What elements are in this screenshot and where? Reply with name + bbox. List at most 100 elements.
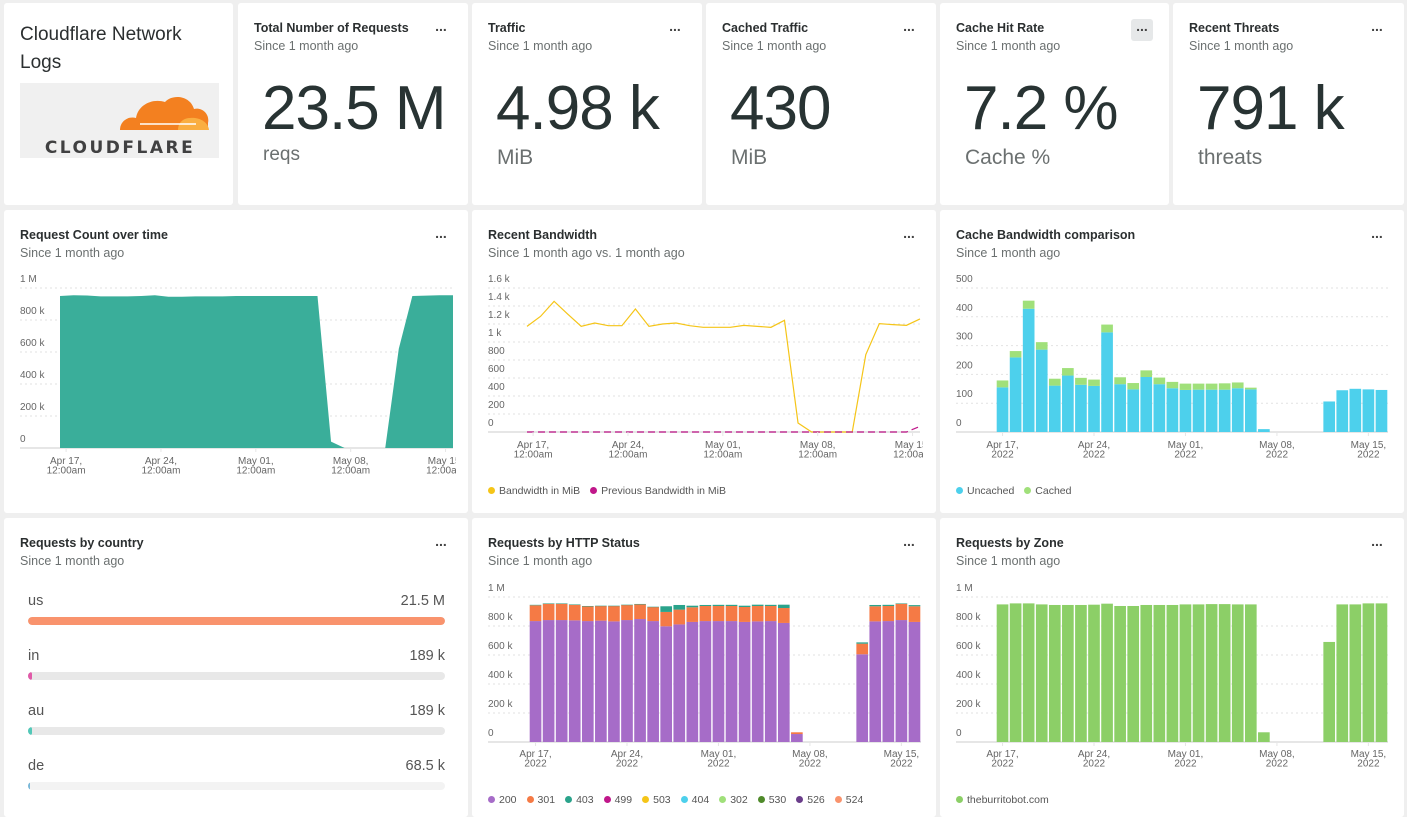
y-tick-label: 400 k	[956, 670, 981, 681]
legend-item[interactable]: 404	[680, 794, 709, 806]
legend-item[interactable]: 499	[603, 794, 632, 806]
x-tick-label: May 15,12:00am	[893, 440, 923, 461]
more-options-button[interactable]: ...	[903, 533, 915, 549]
more-options-button[interactable]: ...	[435, 533, 447, 549]
legend-label: 301	[537, 794, 556, 806]
bar-301	[555, 603, 568, 621]
bar-uncached	[1075, 384, 1087, 432]
more-options-button[interactable]: ...	[1131, 19, 1153, 41]
x-tick-label-line: 2022	[1357, 450, 1380, 461]
bar-uncached	[1336, 390, 1349, 432]
x-tick-label-line: May 15,	[895, 440, 923, 451]
legend-item[interactable]: 530	[757, 794, 786, 806]
x-tick-label-line: May 08,	[1259, 440, 1295, 451]
stat-value: 791 k	[1197, 74, 1345, 143]
card-title: Requests by country	[20, 536, 144, 550]
legend-item[interactable]: 302	[719, 794, 748, 806]
legend-item[interactable]: theburritobot.com	[956, 794, 1049, 806]
bar-403	[568, 604, 581, 605]
legend-item[interactable]: Cached	[1024, 485, 1071, 497]
bar-theburritobot-com	[1336, 604, 1349, 742]
bar-theburritobot-com	[1022, 603, 1035, 742]
legend-item[interactable]: 200	[488, 794, 517, 806]
bar-theburritobot-com	[1035, 604, 1048, 742]
x-tick-label-line: 2022	[991, 759, 1014, 770]
legend-item[interactable]: Bandwidth in MiB	[488, 485, 580, 497]
legend-item[interactable]: 526	[796, 794, 825, 806]
x-tick-label-line: 2022	[1083, 450, 1106, 461]
card-title: Cache Bandwidth comparison	[956, 228, 1136, 242]
bar-200	[777, 622, 790, 742]
legend-label: 526	[807, 794, 825, 806]
bar-200	[660, 626, 673, 742]
x-tick-label-line: 12:00am	[236, 466, 275, 477]
x-tick-label: May 08, 12:00am	[331, 456, 370, 477]
x-tick-label-line: 2022	[991, 450, 1014, 461]
card-title: Recent Bandwidth	[488, 228, 598, 242]
bar-cached	[1140, 370, 1153, 377]
legend-item[interactable]: 524	[834, 794, 864, 806]
y-tick-label: 400 k	[488, 670, 513, 681]
y-tick-label: 1 M	[20, 274, 37, 285]
bar-uncached	[1323, 401, 1336, 432]
more-options-button[interactable]: ...	[669, 18, 681, 34]
x-tick-label: May 08, 12:00am	[798, 440, 837, 461]
x-tick-label-line: 2022	[616, 759, 639, 770]
bar-uncached	[1362, 389, 1375, 432]
stat-value: 430	[730, 74, 831, 143]
bar-403	[764, 604, 777, 606]
more-options-button[interactable]: ...	[1371, 533, 1383, 549]
bar-cached	[1127, 383, 1140, 390]
x-tick-label: Apr 17, 2022	[519, 749, 551, 770]
bar-301	[908, 606, 921, 622]
bar-403	[529, 604, 542, 606]
bar-200	[608, 621, 620, 742]
more-options-button[interactable]: ...	[435, 18, 447, 34]
y-tick-label: 0	[488, 418, 494, 429]
x-tick-label-line: 12:00am	[893, 450, 923, 461]
country-bar	[28, 617, 445, 625]
x-tick-label-line: May 15,	[884, 749, 920, 760]
bar-uncached	[1231, 388, 1244, 432]
country-value: 189 k	[409, 703, 445, 719]
x-tick-label-line: Apr 17,	[519, 749, 551, 760]
x-tick-label-line: Apr 17,	[986, 440, 1018, 451]
chart-legend: theburritobot.com	[956, 794, 1049, 806]
bar-403	[686, 605, 699, 608]
more-options-button[interactable]: ...	[1371, 18, 1383, 34]
more-options-button[interactable]: ...	[903, 225, 915, 241]
x-tick-label-line: Apr 17,	[517, 440, 549, 451]
bar-theburritobot-com	[1179, 604, 1192, 742]
more-options-button[interactable]: ...	[1371, 225, 1383, 241]
more-options-button[interactable]: ...	[435, 225, 447, 241]
legend-item[interactable]: Previous Bandwidth in MiB	[590, 485, 726, 497]
legend-item[interactable]: 403	[565, 794, 594, 806]
bar-403	[595, 605, 607, 607]
legend-dot-icon	[757, 796, 765, 803]
bar-301	[791, 732, 803, 735]
bar-uncached	[1101, 332, 1113, 432]
bar-cached	[1231, 382, 1244, 389]
country-code: de	[28, 758, 45, 774]
legend-item[interactable]: 503	[642, 794, 671, 806]
card-subtitle: Since 1 month ago	[488, 39, 593, 53]
legend-label: 524	[845, 794, 864, 806]
legend-item[interactable]: 301	[526, 794, 556, 806]
x-tick-label-line: Apr 24,	[611, 749, 643, 760]
legend-dot-icon	[488, 487, 495, 494]
bar-uncached	[1218, 389, 1231, 432]
y-tick-label: 400	[488, 382, 505, 393]
x-tick-label-line: May 01,	[1168, 440, 1204, 451]
more-options-button[interactable]: ...	[903, 18, 915, 34]
legend-item[interactable]: Uncached	[956, 485, 1014, 497]
bar-200	[856, 654, 869, 742]
x-tick-label-line: Apr 17,	[986, 749, 1018, 760]
bar-200	[725, 621, 738, 742]
x-tick-label-line: Apr 17,	[50, 456, 82, 467]
stat-unit: Cache %	[965, 146, 1051, 169]
bar-theburritobot-com	[1258, 732, 1270, 742]
x-tick-label-line: May 15,	[1351, 440, 1387, 451]
chart-card-recent-bandwidth: Recent Bandwidth Since 1 month ago vs. 1…	[472, 210, 936, 513]
bar-uncached	[1258, 429, 1270, 432]
